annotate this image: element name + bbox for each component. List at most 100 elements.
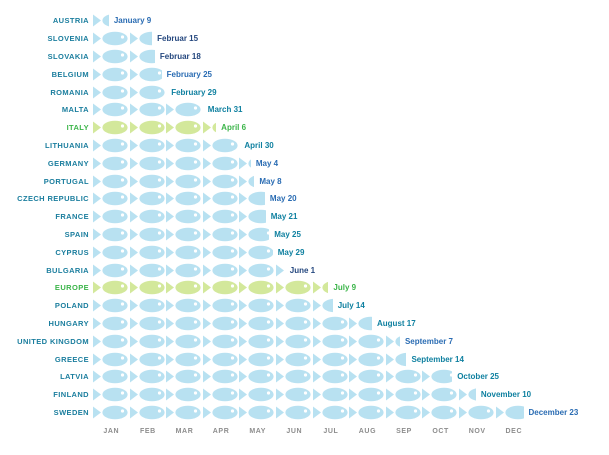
fish-slot — [166, 387, 203, 402]
fish-icon — [129, 120, 165, 135]
country-label: AUSTRIA — [52, 16, 89, 26]
fish-slot — [129, 263, 167, 278]
fish-slot — [129, 334, 167, 349]
fish-icon — [239, 263, 274, 277]
fish-icon — [239, 352, 274, 366]
fish-sequence — [93, 369, 453, 384]
month-tick-label: SEP — [396, 428, 412, 436]
fish-sequence — [93, 387, 476, 402]
fish-icon — [349, 405, 384, 420]
fish-icon — [129, 174, 165, 188]
fish-icon — [202, 298, 238, 313]
fish-slot — [239, 352, 276, 367]
date-label: May 29 — [277, 247, 305, 257]
fish-sequence — [93, 49, 155, 64]
fish-sequence — [93, 334, 400, 349]
month-tick-label: FEB — [139, 428, 156, 436]
partial-fish-icon — [129, 67, 162, 82]
country-label: BULGARIA — [46, 265, 89, 275]
date-label: May 8 — [259, 176, 282, 186]
fish-icon — [385, 387, 421, 402]
fish-sequence — [93, 191, 265, 206]
date-label: March 31 — [207, 105, 243, 115]
fish-slot — [202, 369, 240, 384]
fish-icon — [166, 316, 201, 331]
fish-icon — [239, 157, 251, 170]
fish-icon — [129, 316, 165, 331]
fish-icon — [93, 245, 128, 259]
fish-slot — [312, 334, 350, 349]
fish-icon — [129, 85, 165, 99]
fish-slot — [129, 138, 167, 153]
fish-slot — [239, 387, 276, 402]
country-label: PORTUGAL — [43, 176, 89, 186]
fish-slot — [275, 298, 313, 313]
fish-slot — [239, 334, 276, 349]
fish-sequence — [93, 298, 333, 313]
fish-icon — [239, 370, 274, 384]
fish-icon — [349, 370, 384, 384]
month-tick-label: MAR — [175, 428, 194, 436]
fish-slot — [202, 263, 240, 278]
chart-row: GREECE September 14 — [0, 350, 609, 368]
chart-row: HUNGARY August 17 — [0, 315, 609, 333]
fish-icon — [202, 156, 238, 170]
fish-slot — [202, 191, 240, 206]
month-tick-label: JAN — [103, 428, 120, 436]
partial-fish-icon — [275, 263, 285, 278]
fish-slot — [129, 369, 167, 384]
fish-icon — [129, 245, 165, 259]
fish-icon — [166, 387, 201, 402]
fish-slot — [239, 263, 276, 278]
fish-slot — [385, 369, 423, 384]
partial-fish-icon — [312, 298, 333, 313]
fish-icon — [166, 138, 201, 153]
fish-icon — [93, 156, 128, 170]
fish-slot — [349, 369, 386, 384]
chart-row: GERMANY May 4 — [0, 154, 609, 172]
fish-slot — [202, 245, 240, 260]
fish-sequence — [93, 245, 273, 260]
fish-icon — [312, 370, 348, 384]
fish-slot — [129, 405, 167, 420]
fish-slot — [202, 334, 240, 349]
fish-icon — [93, 298, 128, 313]
fish-icon — [93, 14, 109, 27]
fish-slot — [129, 245, 167, 260]
fish-sequence — [93, 102, 203, 117]
fish-icon — [129, 370, 165, 384]
fish-slot — [166, 263, 203, 278]
fish-slot — [349, 352, 386, 367]
fish-slot — [93, 67, 130, 82]
fish-slot — [129, 85, 167, 100]
chart-row: SLOVAKIA Februar 18 — [0, 48, 609, 66]
fish-slot — [166, 209, 203, 224]
fish-icon — [275, 281, 311, 295]
date-label: July 14 — [337, 301, 365, 311]
fish-icon — [312, 352, 348, 366]
fish-icon — [239, 209, 266, 224]
fish-slot — [93, 174, 130, 189]
chart-row: BELGIUM February 25 — [0, 65, 609, 83]
fish-slot — [166, 280, 203, 295]
fish-slot — [129, 120, 167, 135]
partial-fish-icon — [239, 227, 270, 242]
fish-slot — [312, 316, 350, 331]
fish-icon — [93, 103, 128, 117]
chart-row: ROMANIA February 29 — [0, 83, 609, 101]
fish-slot — [166, 352, 203, 367]
fish-sequence — [93, 227, 270, 242]
fish-slot — [93, 352, 130, 367]
fish-icon — [239, 316, 274, 331]
fish-icon — [422, 387, 457, 402]
fish-slot — [422, 405, 459, 420]
partial-fish-icon — [239, 174, 255, 189]
fish-slot — [93, 263, 130, 278]
fish-icon — [93, 174, 128, 188]
country-label: POLAND — [54, 301, 89, 311]
fish-icon — [275, 298, 311, 313]
fish-icon — [93, 85, 128, 99]
chart-row: EUROPE July 9 — [0, 279, 609, 297]
fish-slot — [275, 387, 313, 402]
fish-slot — [458, 405, 496, 420]
